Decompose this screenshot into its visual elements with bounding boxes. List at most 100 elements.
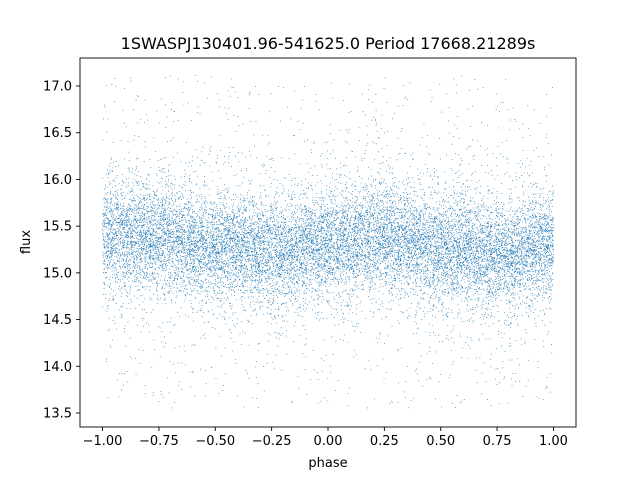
data-point [517, 263, 518, 264]
data-point [200, 227, 201, 228]
data-point [420, 272, 421, 273]
data-point [457, 116, 458, 117]
data-point [308, 214, 309, 215]
data-point [476, 267, 477, 268]
data-point [333, 254, 334, 255]
data-point [447, 316, 448, 317]
data-point [489, 259, 490, 260]
data-point [396, 288, 397, 289]
data-point [519, 253, 520, 254]
data-point [461, 206, 462, 207]
data-point [320, 296, 321, 297]
data-point [120, 188, 121, 189]
data-point [233, 274, 234, 275]
data-point [422, 198, 423, 199]
data-point [127, 207, 128, 208]
data-point [198, 247, 199, 248]
data-point [363, 215, 364, 216]
data-point [292, 262, 293, 263]
data-point [497, 212, 498, 213]
data-point [360, 332, 361, 333]
data-point [413, 275, 414, 276]
data-point [148, 263, 149, 264]
data-point [546, 273, 547, 274]
data-point [452, 291, 453, 292]
data-point [251, 284, 252, 285]
data-point [417, 274, 418, 275]
data-point [448, 232, 449, 233]
data-point [321, 258, 322, 259]
data-point [547, 235, 548, 236]
data-point [394, 228, 395, 229]
data-point [267, 289, 268, 290]
data-point [261, 202, 262, 203]
data-point [442, 258, 443, 259]
data-point [317, 275, 318, 276]
data-point [539, 262, 540, 263]
data-point [315, 202, 316, 203]
data-point [497, 175, 498, 176]
data-point [107, 264, 108, 265]
data-point [321, 200, 322, 201]
data-point [409, 230, 410, 231]
data-point [336, 302, 337, 303]
data-point [144, 309, 145, 310]
data-point [416, 222, 417, 223]
data-point [539, 123, 540, 124]
data-point [412, 207, 413, 208]
data-point [470, 200, 471, 201]
data-point [311, 271, 312, 272]
data-point [376, 277, 377, 278]
data-point [141, 189, 142, 190]
data-point [265, 211, 266, 212]
data-point [401, 283, 402, 284]
data-point [248, 258, 249, 259]
data-point [441, 255, 442, 256]
data-point [546, 286, 547, 287]
data-point [164, 300, 165, 301]
data-point [118, 255, 119, 256]
data-point [534, 109, 535, 110]
data-point [530, 251, 531, 252]
data-point [547, 334, 548, 335]
data-point [289, 262, 290, 263]
data-point [349, 205, 350, 206]
data-point [275, 284, 276, 285]
data-point [523, 194, 524, 195]
data-point [400, 265, 401, 266]
data-point [288, 236, 289, 237]
data-point [415, 294, 416, 295]
data-point [163, 261, 164, 262]
data-point [334, 274, 335, 275]
data-point [356, 269, 357, 270]
data-point [341, 238, 342, 239]
data-point [386, 210, 387, 211]
data-point [351, 248, 352, 249]
data-point [108, 260, 109, 261]
data-point [168, 246, 169, 247]
data-point [354, 222, 355, 223]
data-point [220, 277, 221, 278]
data-point [164, 346, 165, 347]
data-point [473, 208, 474, 209]
data-point [230, 268, 231, 269]
data-point [474, 256, 475, 257]
data-point [206, 227, 207, 228]
data-point [110, 293, 111, 294]
data-point [501, 260, 502, 261]
data-point [321, 279, 322, 280]
data-point [156, 235, 157, 236]
data-point [518, 219, 519, 220]
data-point [223, 205, 224, 206]
data-point [118, 279, 119, 280]
data-point [205, 226, 206, 227]
data-point [178, 264, 179, 265]
data-point [131, 191, 132, 192]
data-point [287, 270, 288, 271]
data-point [543, 270, 544, 271]
data-point [228, 273, 229, 274]
data-point [158, 251, 159, 252]
data-point [394, 186, 395, 187]
data-point [201, 288, 202, 289]
data-point [405, 242, 406, 243]
